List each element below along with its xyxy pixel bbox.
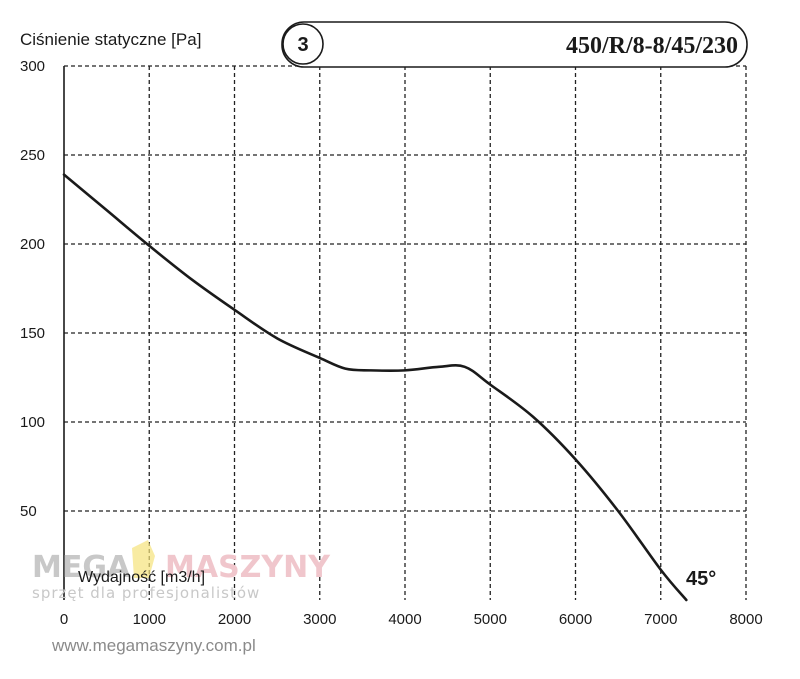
model-title-box xyxy=(281,21,748,68)
x-tick-label: 8000 xyxy=(729,611,762,628)
model-title: 450/R/8-8/45/230 xyxy=(566,33,738,59)
watermark-logo-mark xyxy=(132,540,155,578)
x-axis-label: Wydajność [m3/h] xyxy=(78,569,205,586)
x-tick-label: 1000 xyxy=(133,611,166,628)
x-tick-label: 7000 xyxy=(644,611,677,628)
fan-curve-line xyxy=(62,173,688,602)
watermark-tagline: sprzęt dla profesjonalistów xyxy=(32,584,260,602)
y-tick-label: 250 xyxy=(20,147,45,164)
watermark: MEGA MASZYNY sprzęt dla profesjonalistów xyxy=(32,540,331,602)
curve-badge-number: 3 xyxy=(297,34,308,56)
curve-angle-label: 45° xyxy=(686,568,716,590)
x-tick-label: 4000 xyxy=(388,611,421,628)
x-tick-label: 2000 xyxy=(218,611,251,628)
y-tick-label: 300 xyxy=(20,58,45,75)
x-tick-label: 3000 xyxy=(303,611,336,628)
watermark-brand-left: MEGA xyxy=(32,550,131,585)
y-tick-label: 50 xyxy=(20,503,37,520)
x-tick-label: 6000 xyxy=(559,611,592,628)
y-tick-label: 100 xyxy=(20,414,45,431)
watermark-brand-right: MASZYNY xyxy=(165,550,331,585)
watermark-url: www.megamaszyny.com.pl xyxy=(51,636,256,655)
grid-lines xyxy=(64,65,747,600)
curve-badge-circle xyxy=(282,23,324,65)
y-tick-label: 150 xyxy=(20,325,45,342)
y-tick-label: 200 xyxy=(20,236,45,253)
x-tick-label: 5000 xyxy=(474,611,507,628)
series-layer xyxy=(62,173,688,602)
y-axis-label: Ciśnienie statyczne [Pa] xyxy=(20,30,201,49)
x-tick-label: 0 xyxy=(60,611,68,628)
